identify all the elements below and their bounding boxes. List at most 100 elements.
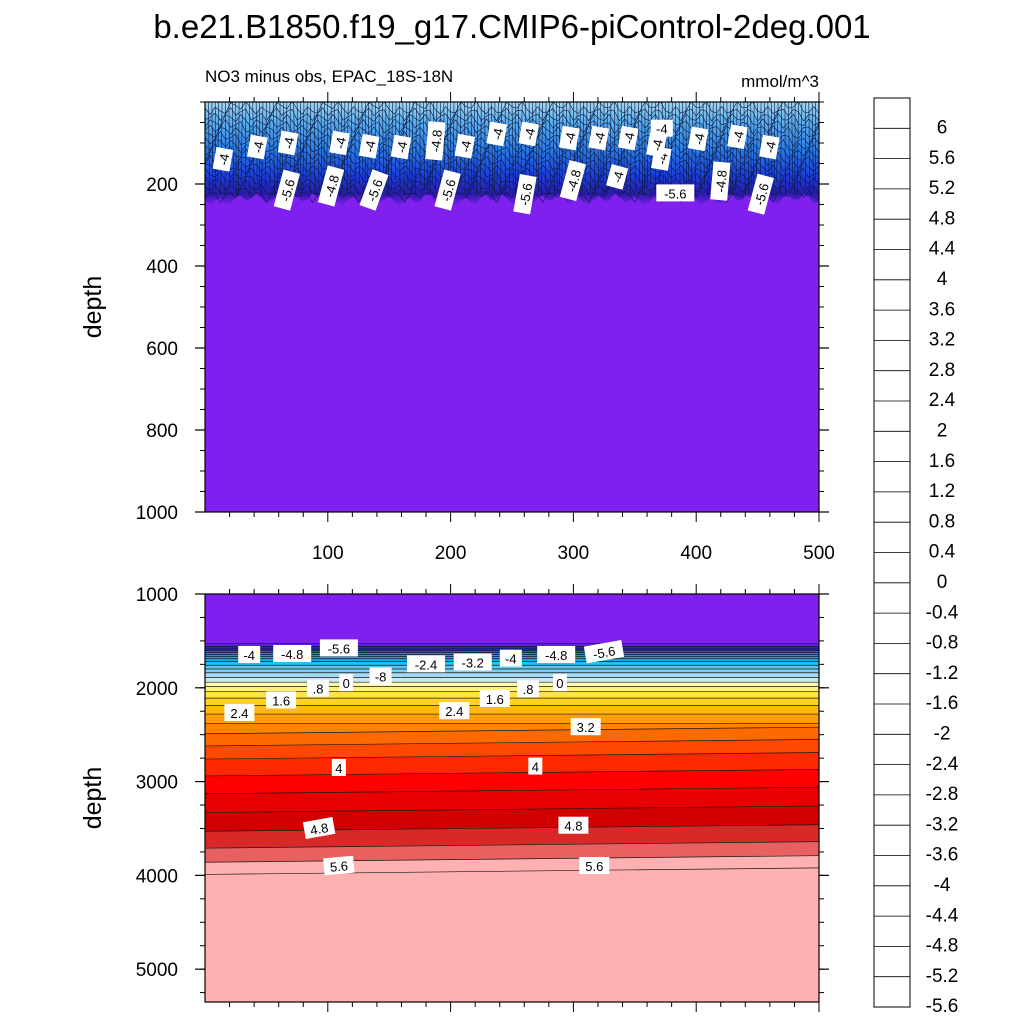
- contour-label-bg: [359, 169, 389, 211]
- contour-label-bg: [513, 174, 537, 215]
- top-axes: 200 400 600 800 1000 100 200 300 400 500: [136, 92, 835, 564]
- colorbar-label: 4.4: [929, 239, 956, 260]
- colorbar-label: 6: [937, 118, 948, 139]
- top-contour-line: [743, 102, 746, 194]
- colorbar-label: -5.6: [926, 996, 959, 1017]
- contour-label: -4: [649, 138, 666, 152]
- contour-label-box: 2.4: [439, 702, 470, 720]
- bottom-contour-line-28: [205, 855, 819, 863]
- contour-label-bg: [517, 680, 539, 698]
- contour-label-box: -4: [650, 119, 673, 137]
- contour-label-bg: [317, 165, 345, 207]
- bottom-fill-level-2: [205, 646, 819, 649]
- colorbar-label: 4: [937, 269, 948, 290]
- top-contour-level-4: [205, 125, 819, 141]
- contour-label-box: -4.8: [559, 160, 587, 202]
- bottom-fill-level-29: [205, 855, 819, 1002]
- colorbar-label: 5.6: [929, 148, 955, 169]
- top-contour-line: [350, 102, 352, 197]
- colorbar-label: -5.2: [926, 966, 959, 987]
- top-contour-line: [208, 102, 210, 193]
- contour-label-bg: [558, 816, 589, 834]
- top-contour-line: [473, 102, 475, 188]
- contour-label-bg: [499, 649, 522, 667]
- contour-label-box: -4: [247, 134, 268, 160]
- contour-label-box: -4: [238, 646, 261, 663]
- top-contour-line: [388, 102, 390, 197]
- bottom-fill-level-24: [205, 769, 819, 794]
- contour-label-box: -5.6: [656, 184, 695, 202]
- contour-label-box: -4: [646, 132, 667, 158]
- contour-label: 0: [343, 676, 350, 691]
- bottom-contour-line-24: [205, 786, 819, 795]
- contour-label-box: -4: [558, 125, 580, 151]
- contour-label: 4.8: [309, 820, 329, 838]
- y-tick-label: 4000: [136, 866, 178, 887]
- contour-label-box: 1.6: [479, 690, 510, 707]
- contour-label: .8: [523, 682, 534, 697]
- contour-label-bg: [273, 169, 300, 211]
- colorbar-label: 0.4: [929, 542, 956, 563]
- contour-label: -4: [250, 140, 267, 154]
- bottom-fill-level-26: [205, 806, 819, 832]
- top-panel-left-string: NO3 minus obs, EPAC_18S-18N: [205, 67, 453, 86]
- contour-label-box: 2.4: [224, 704, 255, 722]
- contour-label-bg: [247, 134, 268, 160]
- contour-label-bg: [307, 679, 329, 697]
- top-contour-line: [480, 102, 482, 194]
- contour-label-box: 4.8: [302, 817, 336, 839]
- contour-label-bg: [369, 667, 392, 685]
- contour-label: -3.2: [461, 656, 483, 671]
- contour-label-bg: [588, 125, 609, 151]
- top-contour-line: [784, 102, 786, 197]
- contour-label: -4.8: [322, 173, 342, 199]
- contour-label-bg: [570, 718, 601, 736]
- top-contour-line: [685, 102, 687, 191]
- contour-label-bg: [479, 690, 510, 707]
- top-contour-line: [538, 102, 540, 192]
- top-y-axis-label: depth: [79, 276, 107, 339]
- top-contour-line: [240, 102, 243, 183]
- contour-label-bg: [656, 184, 695, 202]
- contour-label-bg: [552, 674, 567, 692]
- bottom-contour-line-27: [205, 841, 819, 849]
- top-contour-line: [585, 102, 588, 181]
- colorbar-label: 3.2: [929, 330, 955, 351]
- y-tick-label: 5000: [136, 960, 178, 981]
- contour-label-bg: [646, 132, 667, 158]
- bottom-fill-level-17: [205, 698, 819, 706]
- contour-label-bg: [319, 639, 358, 657]
- bottom-contour-line-22: [205, 752, 819, 760]
- colorbar-label: -4.8: [926, 936, 959, 957]
- bottom-fill-level-20: [205, 723, 819, 734]
- top-contour-level-2: [205, 112, 819, 128]
- colorbar-label: -3.2: [926, 814, 959, 835]
- y-tick-label: 600: [146, 339, 178, 360]
- contour-label-box: -4: [277, 130, 299, 156]
- top-contour-line: [320, 102, 323, 186]
- bottom-contour-line-23: [205, 769, 819, 777]
- contour-label-box: -4: [499, 649, 522, 667]
- colorbar-label: -0.8: [926, 633, 959, 654]
- top-contour-line: [500, 102, 503, 194]
- contour-label: -4: [362, 139, 379, 153]
- y-tick-label: 400: [146, 257, 178, 278]
- colorbar-label: -2.4: [926, 754, 959, 775]
- contour-label-box: -4.8: [317, 165, 345, 207]
- contour-label-box: -2.4: [407, 655, 445, 673]
- contour-label-bg: [277, 130, 299, 156]
- bottom-fill-level-23: [205, 752, 819, 776]
- contour-label: -4.8: [564, 168, 584, 194]
- contour-label: 2.4: [230, 706, 248, 721]
- colorbar: 6 5.6 5.2 4.8 4.4 4 3.6 3.2 2.8 2.4 2 1.6 1.2 0.8 0.4 0…: [873, 97, 959, 1017]
- contour-label: -5.6: [752, 182, 772, 208]
- y-tick-label: 2000: [136, 679, 178, 700]
- colorbar-label: 2.8: [929, 360, 955, 381]
- colorbar-label: 2.4: [929, 390, 956, 411]
- contour-label: -4: [332, 136, 349, 150]
- contour-label: -5.6: [278, 178, 298, 204]
- contour-label-box: -4.8: [537, 646, 576, 663]
- contour-label: -4: [762, 140, 779, 154]
- contour-label-box: -4: [518, 121, 539, 147]
- contour-label-bg: [617, 125, 639, 151]
